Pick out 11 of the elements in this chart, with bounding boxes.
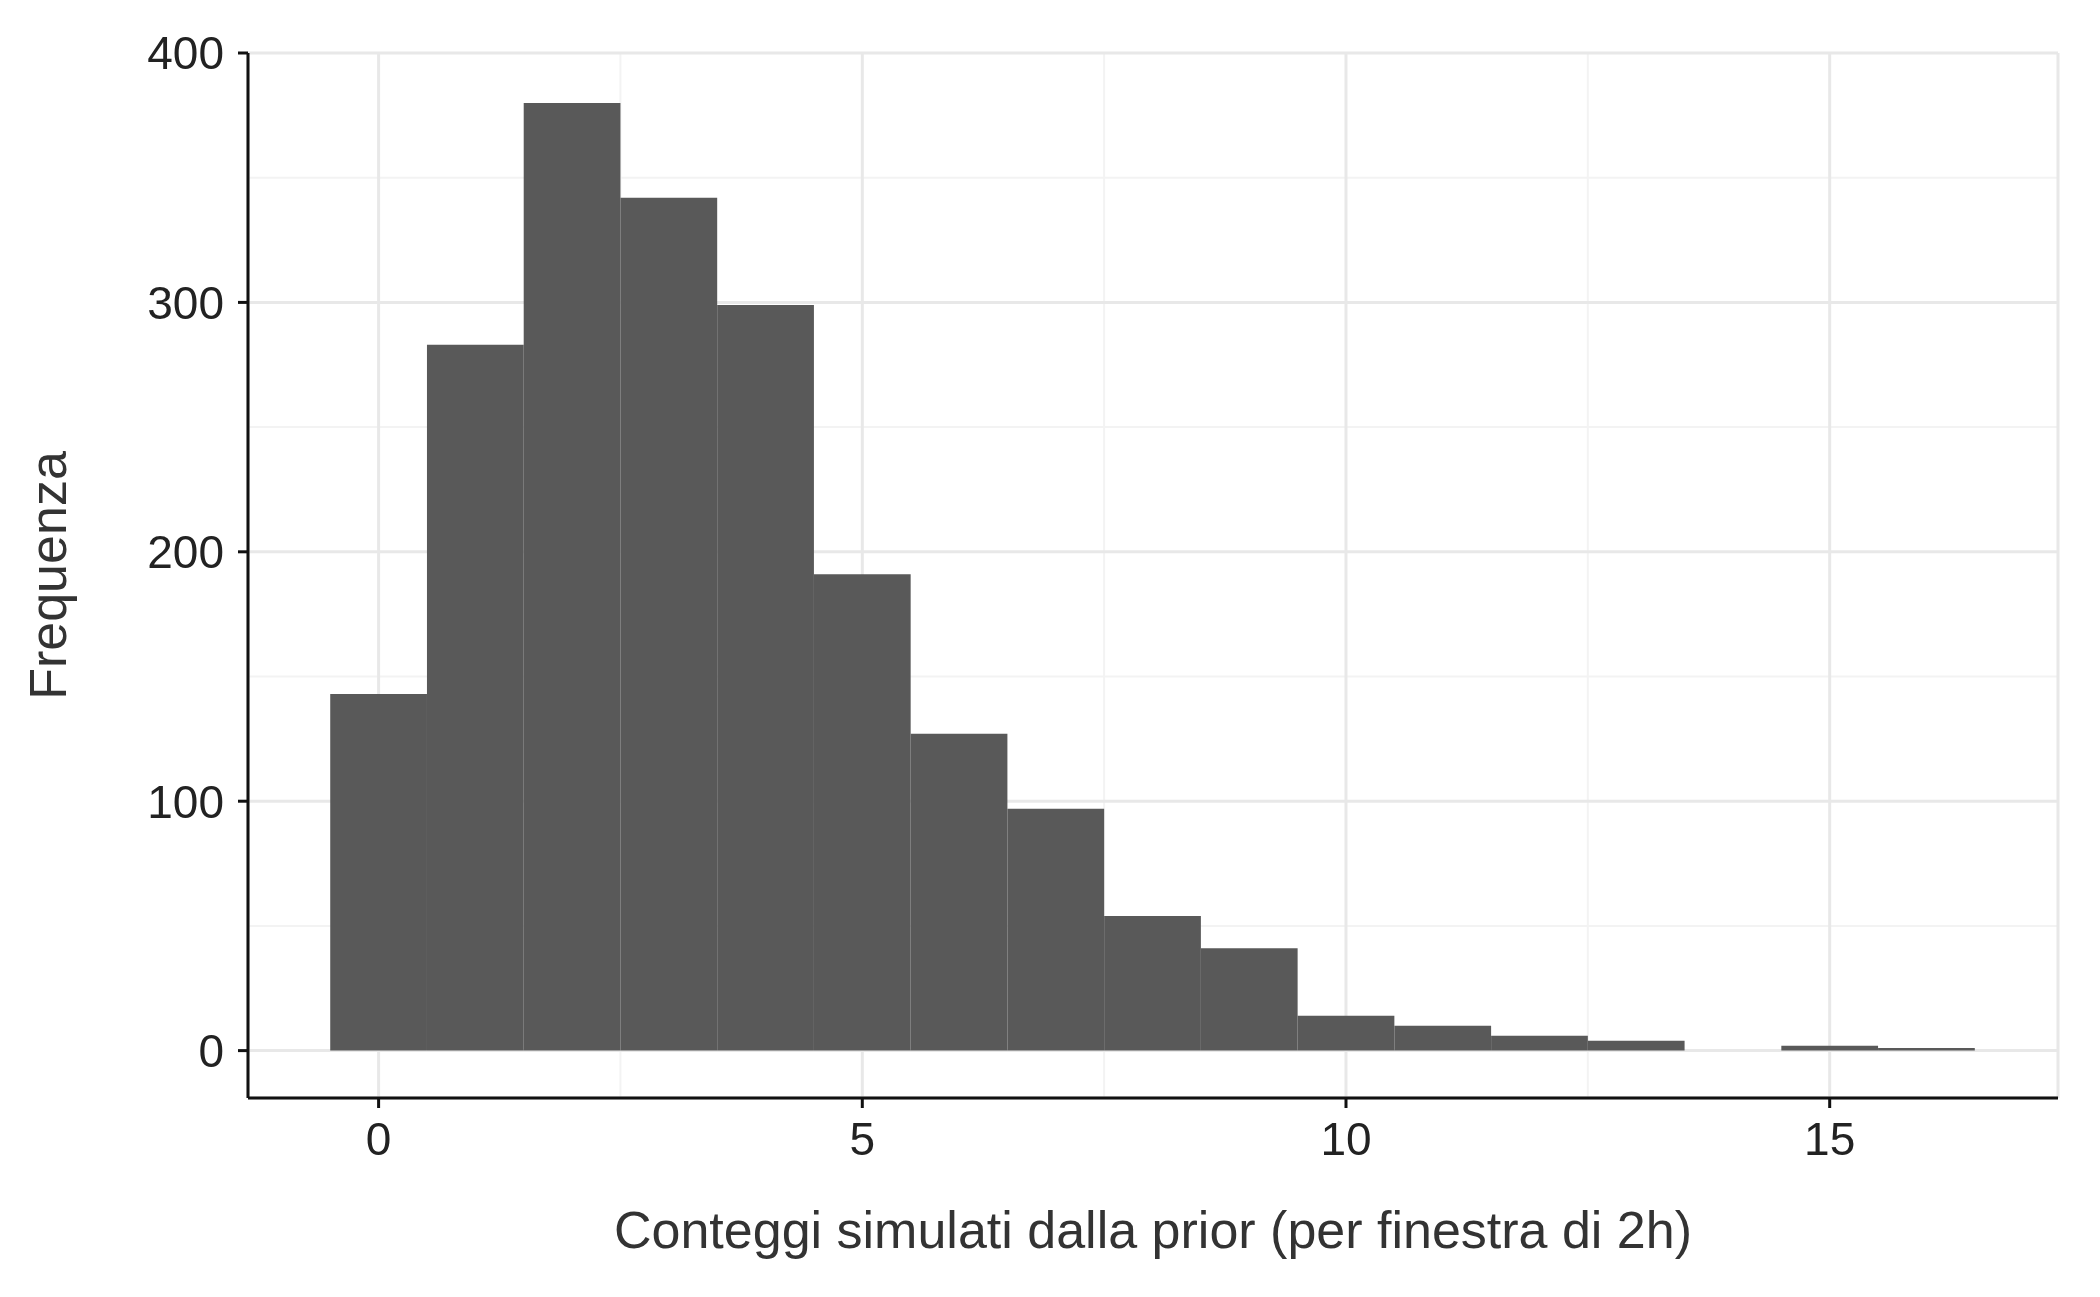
x-axis-title: Conteggi simulati dalla prior (per finestra di 2h) [613, 1201, 1693, 1259]
y-tick-label: 400 [147, 27, 224, 80]
y-tick-label: 0 [198, 1024, 224, 1077]
x-tick-label: 5 [849, 1112, 876, 1165]
x-tick-label: 10 [1320, 1112, 1372, 1165]
y-tick-label: 100 [147, 775, 224, 828]
x-tick-label: 15 [1804, 1112, 1856, 1165]
x-tick-label: 0 [365, 1112, 392, 1165]
y-axis-title: Frequenza [19, 451, 78, 700]
y-tick-label: 200 [147, 526, 224, 579]
y-tick-label: 300 [147, 276, 224, 329]
